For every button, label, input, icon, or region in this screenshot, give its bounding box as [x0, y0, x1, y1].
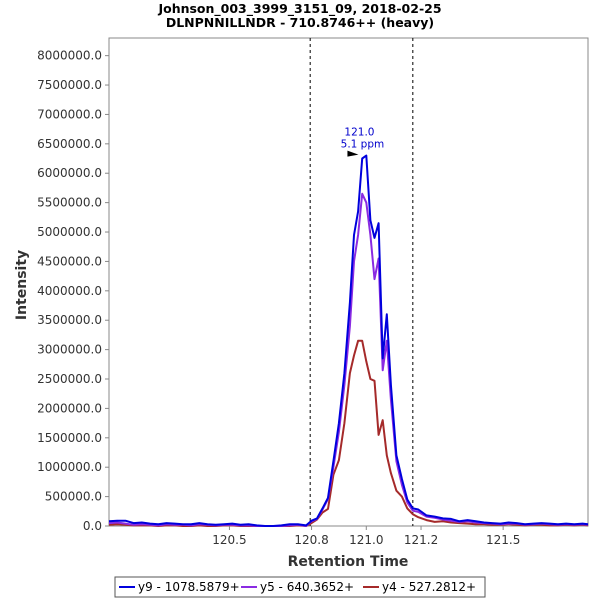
y-tick-label-1: 500000.0: [45, 490, 102, 504]
plot-area: [108, 37, 589, 527]
x-axis: 120.5 120.8 121.0 121.2 121.5: [212, 526, 520, 547]
y-tick-label-9: 4500000.0: [37, 254, 102, 268]
x-axis-label: Retention Time: [288, 554, 409, 570]
y-tick-label-7: 3500000.0: [37, 313, 102, 327]
y-tick-label-5: 2500000.0: [37, 372, 102, 386]
legend-label-1: y5 - 640.3652+: [260, 580, 354, 594]
series-line-0: [108, 154, 589, 527]
y-axis: 0.0 500000.0 1000000.0 1500000.0 2000000.0 25…: [37, 49, 109, 533]
peak-annotation-rt: 121.0: [344, 127, 374, 139]
peak-annotation-ppm: 5.1 ppm: [341, 139, 385, 151]
y-tick-label-16: 8000000.0: [37, 49, 102, 63]
y-tick-label-13: 6500000.0: [37, 137, 102, 151]
y-tick-label-6: 3000000.0: [37, 343, 102, 357]
x-tick-label-2: 121.0: [349, 533, 383, 547]
y-tick-label-8: 4000000.0: [37, 284, 102, 298]
legend-box: [114, 576, 486, 598]
series-layer: [108, 154, 589, 527]
peak-marker-arrow: [347, 150, 359, 157]
y-tick-label-12: 6000000.0: [37, 166, 102, 180]
y-tick-label-3: 1500000.0: [37, 431, 102, 445]
peak-annotation: 121.0 5.1 ppm: [341, 127, 385, 157]
y-tick-label-4: 2000000.0: [37, 401, 102, 415]
chart-title-line2: DLNPNNILLNDR - 710.8746++ (heavy): [166, 15, 434, 30]
y-axis-label: Intensity: [14, 250, 30, 320]
y-tick-label-15: 7500000.0: [37, 78, 102, 92]
x-tick-label-1: 120.8: [294, 533, 328, 547]
y-tick-label-11: 5500000.0: [37, 196, 102, 210]
x-tick-label-3: 121.2: [404, 533, 438, 547]
y-tick-label-14: 7000000.0: [37, 107, 102, 121]
x-tick-label-0: 120.5: [212, 533, 246, 547]
chart-title-line1: Johnson_003_3999_3151_09, 2018-02-25: [157, 1, 441, 17]
legend-label-2: y4 - 527.2812+: [382, 580, 476, 594]
x-tick-label-4: 121.5: [486, 533, 520, 547]
y-tick-label-2: 1000000.0: [37, 460, 102, 474]
legend: y9 - 1078.5879+ y5 - 640.3652+ y4 - 527.28…: [114, 576, 486, 598]
legend-label-0: y9 - 1078.5879+: [138, 580, 240, 594]
y-tick-label-10: 5000000.0: [37, 225, 102, 239]
y-tick-label-0: 0.0: [83, 519, 102, 533]
